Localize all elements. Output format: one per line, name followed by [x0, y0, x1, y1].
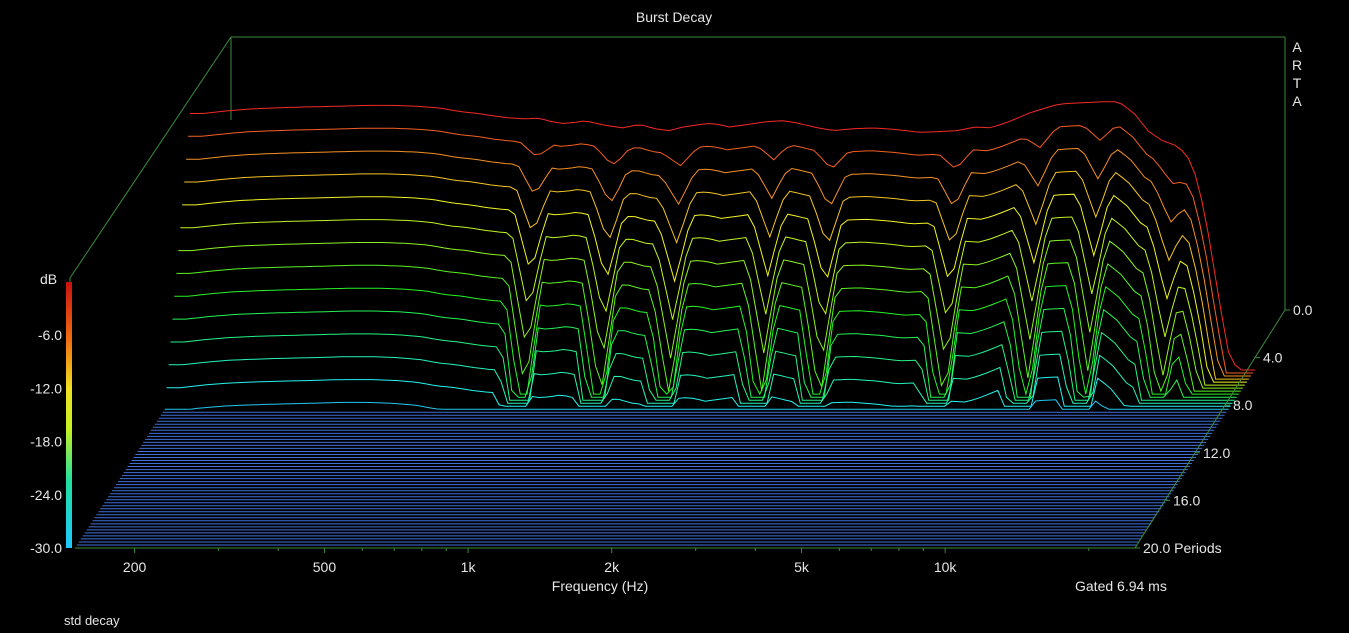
brand-letter: A: [1292, 93, 1302, 109]
decay-slice-line: [164, 399, 1229, 410]
z-axis-label: dB: [40, 271, 57, 287]
decay-mode-label: std decay: [64, 613, 120, 628]
decay-slice-line: [184, 170, 1249, 380]
brand-mark: A R T A: [1290, 38, 1304, 110]
decay-slice-line: [168, 353, 1233, 404]
decay-slice-line: [190, 101, 1255, 371]
decay-slice-line: [166, 376, 1231, 407]
decay-slice-line: [178, 239, 1243, 389]
decay-slice-line: [182, 193, 1247, 383]
y-tick-label: 20.0 Periods: [1143, 540, 1222, 556]
colorbar-rect: [66, 282, 72, 548]
z-tick-label: -6.0: [38, 327, 62, 343]
y-tick-label: 8.0: [1233, 397, 1253, 413]
x-axis-label: Frequency (Hz): [551, 578, 649, 594]
x-tick-label: 10k: [934, 559, 958, 575]
decay-slice-line: [170, 330, 1235, 401]
frame-line: [69, 36, 232, 279]
decay-slice-line: [174, 285, 1239, 397]
y-tick-label: 12.0: [1203, 445, 1230, 461]
z-tick-label: -30.0: [30, 540, 62, 556]
y-tick-label: 4.0: [1263, 350, 1283, 366]
y-axis-line: [1134, 309, 1286, 549]
color-scale-bar: [66, 282, 72, 548]
decay-slice-line: [172, 307, 1237, 398]
z-tick-label: -18.0: [30, 434, 62, 450]
z-tick-label: -24.0: [30, 487, 62, 503]
brand-letter: R: [1291, 57, 1303, 73]
decay-slice-line: [188, 125, 1253, 374]
z-tick-label: -12.0: [30, 380, 62, 396]
y-tick-label: 0.0: [1293, 302, 1313, 318]
x-tick-label: 5k: [794, 559, 810, 575]
axes-ticks: dB -6.0 -12.0 -18.0 -24.0 -30.0 200 500 1k 2k 5k 10…: [30, 271, 1313, 575]
x-tick-label: 1k: [461, 559, 477, 575]
x-tick-label: 500: [313, 559, 337, 575]
chart-title: Burst Decay: [635, 9, 713, 25]
decay-slice-line: [180, 216, 1245, 386]
gating-label: Gated 6.94 ms: [1075, 578, 1167, 594]
plot-frame: [69, 36, 1286, 548]
brand-letter: T: [1292, 75, 1302, 91]
y-tick-label: 16.0: [1173, 492, 1200, 508]
decay-slice-line: [176, 262, 1241, 393]
decay-slices: [75, 101, 1255, 549]
x-tick-label: 2k: [604, 559, 620, 575]
brand-letter: A: [1292, 39, 1302, 55]
x-tick-label: 200: [123, 559, 147, 575]
decay-slice-line: [186, 147, 1251, 377]
